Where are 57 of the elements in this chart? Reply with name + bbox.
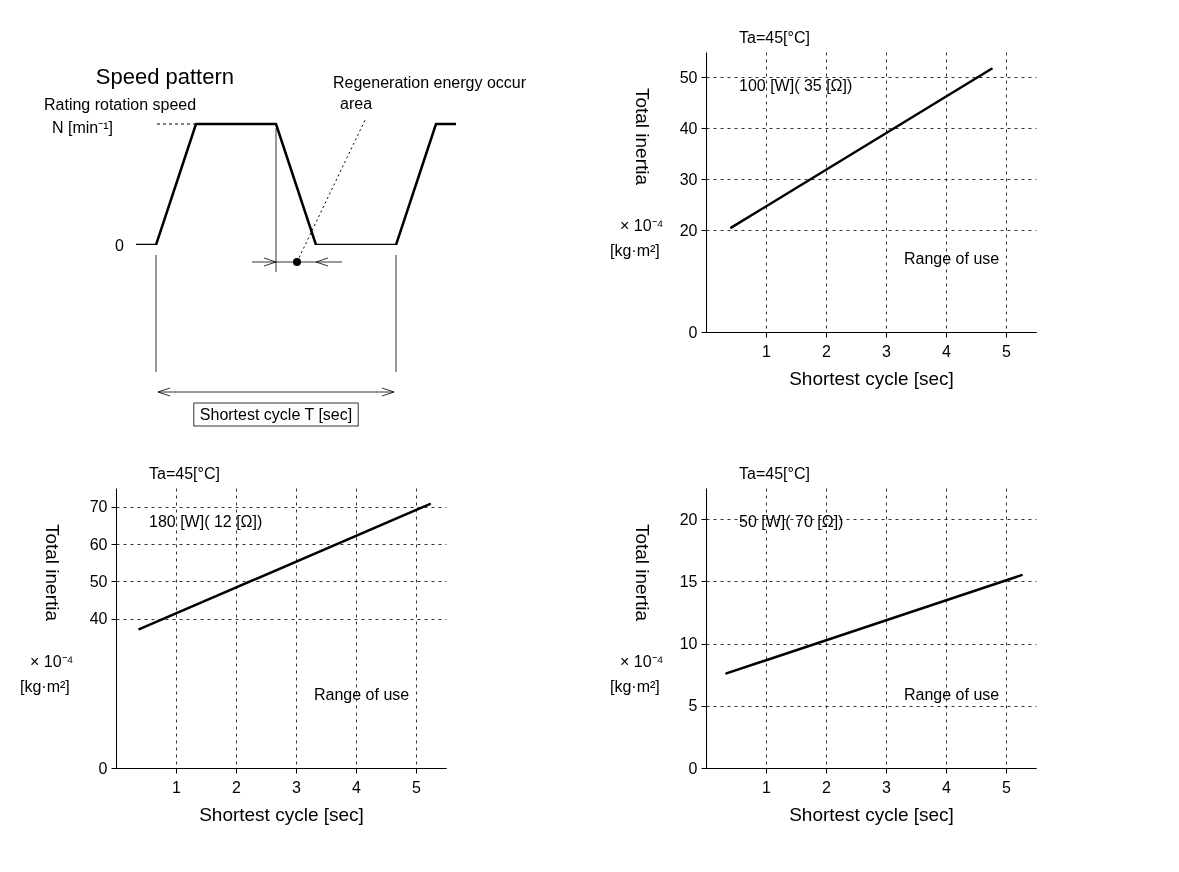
y-axis-title: Total inertia [41,523,63,622]
y-tick-label: 50 [679,68,698,86]
x-tick-label: 3 [882,778,892,796]
x-tick-label: 5 [412,778,422,796]
x-tick-label: 4 [352,778,362,796]
x-tick-label: 1 [762,342,772,360]
y-tick-label: 0 [688,323,698,341]
annotation: 180 [W]( 12 [Ω]) [149,512,263,530]
x-tick-label: 5 [1002,342,1012,360]
x-axis-title: Shortest cycle [sec] [789,803,954,825]
y-axis-title: Total inertia [631,87,653,186]
y-tick-label: 20 [679,221,698,239]
y-tick-label: 20 [679,510,698,528]
y-tick-label: 40 [679,119,698,137]
chart-title: Speed pattern [95,63,234,89]
y-tick-label: 10 [679,635,698,653]
annotation: 50 [W]( 70 [Ω]) [739,512,844,530]
x-axis-title: Shortest cycle [sec] [199,803,364,825]
x-axis-title: Shortest cycle [sec] [789,367,954,389]
text: Ta=45[°C] [739,29,810,46]
text: [kg·m²] [610,677,660,695]
x-tick-label: 1 [172,778,182,796]
annotation: Range of use [314,686,410,704]
y-tick-label: 0 [688,759,698,777]
text: N [min⁻¹] [52,119,113,136]
x-tick-label: 3 [292,778,302,796]
text: Regeneration energy occur area [333,74,527,112]
x-tick-label: 2 [232,778,242,796]
text: [kg·m²] [20,677,70,695]
text: × 10⁻⁴ [620,652,664,670]
y-tick-label: 60 [89,535,108,553]
text: × 10⁻⁴ [30,652,74,670]
y-axis-title: Total inertia [631,523,653,622]
x-tick-label: 2 [822,342,832,360]
annotation: Range of use [904,686,1000,704]
y-tick-label: 30 [679,170,698,188]
text: [kg·m²] [610,241,660,259]
y-tick-label: 40 [89,610,108,628]
y-tick-label: 5 [688,697,698,715]
annotation: Range of use [904,250,1000,268]
text: × 10⁻⁴ [620,216,664,234]
x-tick-label: 1 [762,778,772,796]
x-tick-label: 2 [822,778,832,796]
text: Rating rotation speed [44,96,197,113]
y-tick-label: 0 [98,759,108,777]
text: Ta=45[°C] [739,465,810,482]
y-tick-label: 70 [89,498,108,516]
y-tick-label: 15 [679,572,698,590]
annotation: 100 [W]( 35 [Ω]) [739,76,853,94]
text: Ta=45[°C] [149,465,220,482]
y-tick-label: 50 [89,572,108,590]
text: 0 [115,237,125,254]
x-tick-label: 4 [942,342,952,360]
x-tick-label: 4 [942,778,952,796]
x-tick-label: 5 [1002,778,1012,796]
x-tick-label: 3 [882,342,892,360]
text: Shortest cycle T [sec] [199,406,353,423]
